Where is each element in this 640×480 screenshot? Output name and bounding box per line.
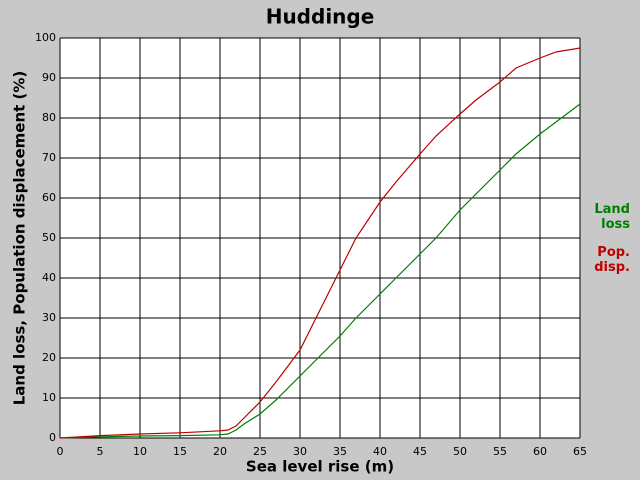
y-tick-label: 80 <box>42 111 56 124</box>
x-tick-label: 65 <box>573 445 587 458</box>
x-tick-label: 0 <box>57 445 64 458</box>
data-line <box>59 103 581 439</box>
y-tick-label: 30 <box>42 311 56 324</box>
x-tick-label: 15 <box>173 445 187 458</box>
x-tick-label: 55 <box>493 445 507 458</box>
x-axis-label: Sea level rise (m) <box>246 458 394 476</box>
y-tick-label: 50 <box>42 231 56 244</box>
x-tick-label: 5 <box>97 445 104 458</box>
y-tick-label: 0 <box>49 431 56 444</box>
y-tick-label: 60 <box>42 191 56 204</box>
y-tick-label: 90 <box>42 71 56 84</box>
y-tick-label: 100 <box>35 31 56 44</box>
x-tick-label: 45 <box>413 445 427 458</box>
x-tick-label: 50 <box>453 445 467 458</box>
y-tick-label: 70 <box>42 151 56 164</box>
x-tick-label: 25 <box>253 445 267 458</box>
data-line <box>59 47 581 439</box>
x-tick-label: 10 <box>133 445 147 458</box>
x-tick-label: 30 <box>293 445 307 458</box>
legend-entry: Land loss <box>594 202 630 232</box>
y-tick-label: 40 <box>42 271 56 284</box>
y-tick-label: 20 <box>42 351 56 364</box>
x-tick-label: 40 <box>373 445 387 458</box>
y-tick-label: 10 <box>42 391 56 404</box>
x-tick-label: 20 <box>213 445 227 458</box>
chart-title: Huddinge <box>266 5 375 29</box>
y-axis-label: Land loss, Population displacement (%) <box>11 71 29 406</box>
x-tick-label: 60 <box>533 445 547 458</box>
x-tick-label: 35 <box>333 445 347 458</box>
legend-entry: Pop. disp. <box>594 245 630 275</box>
